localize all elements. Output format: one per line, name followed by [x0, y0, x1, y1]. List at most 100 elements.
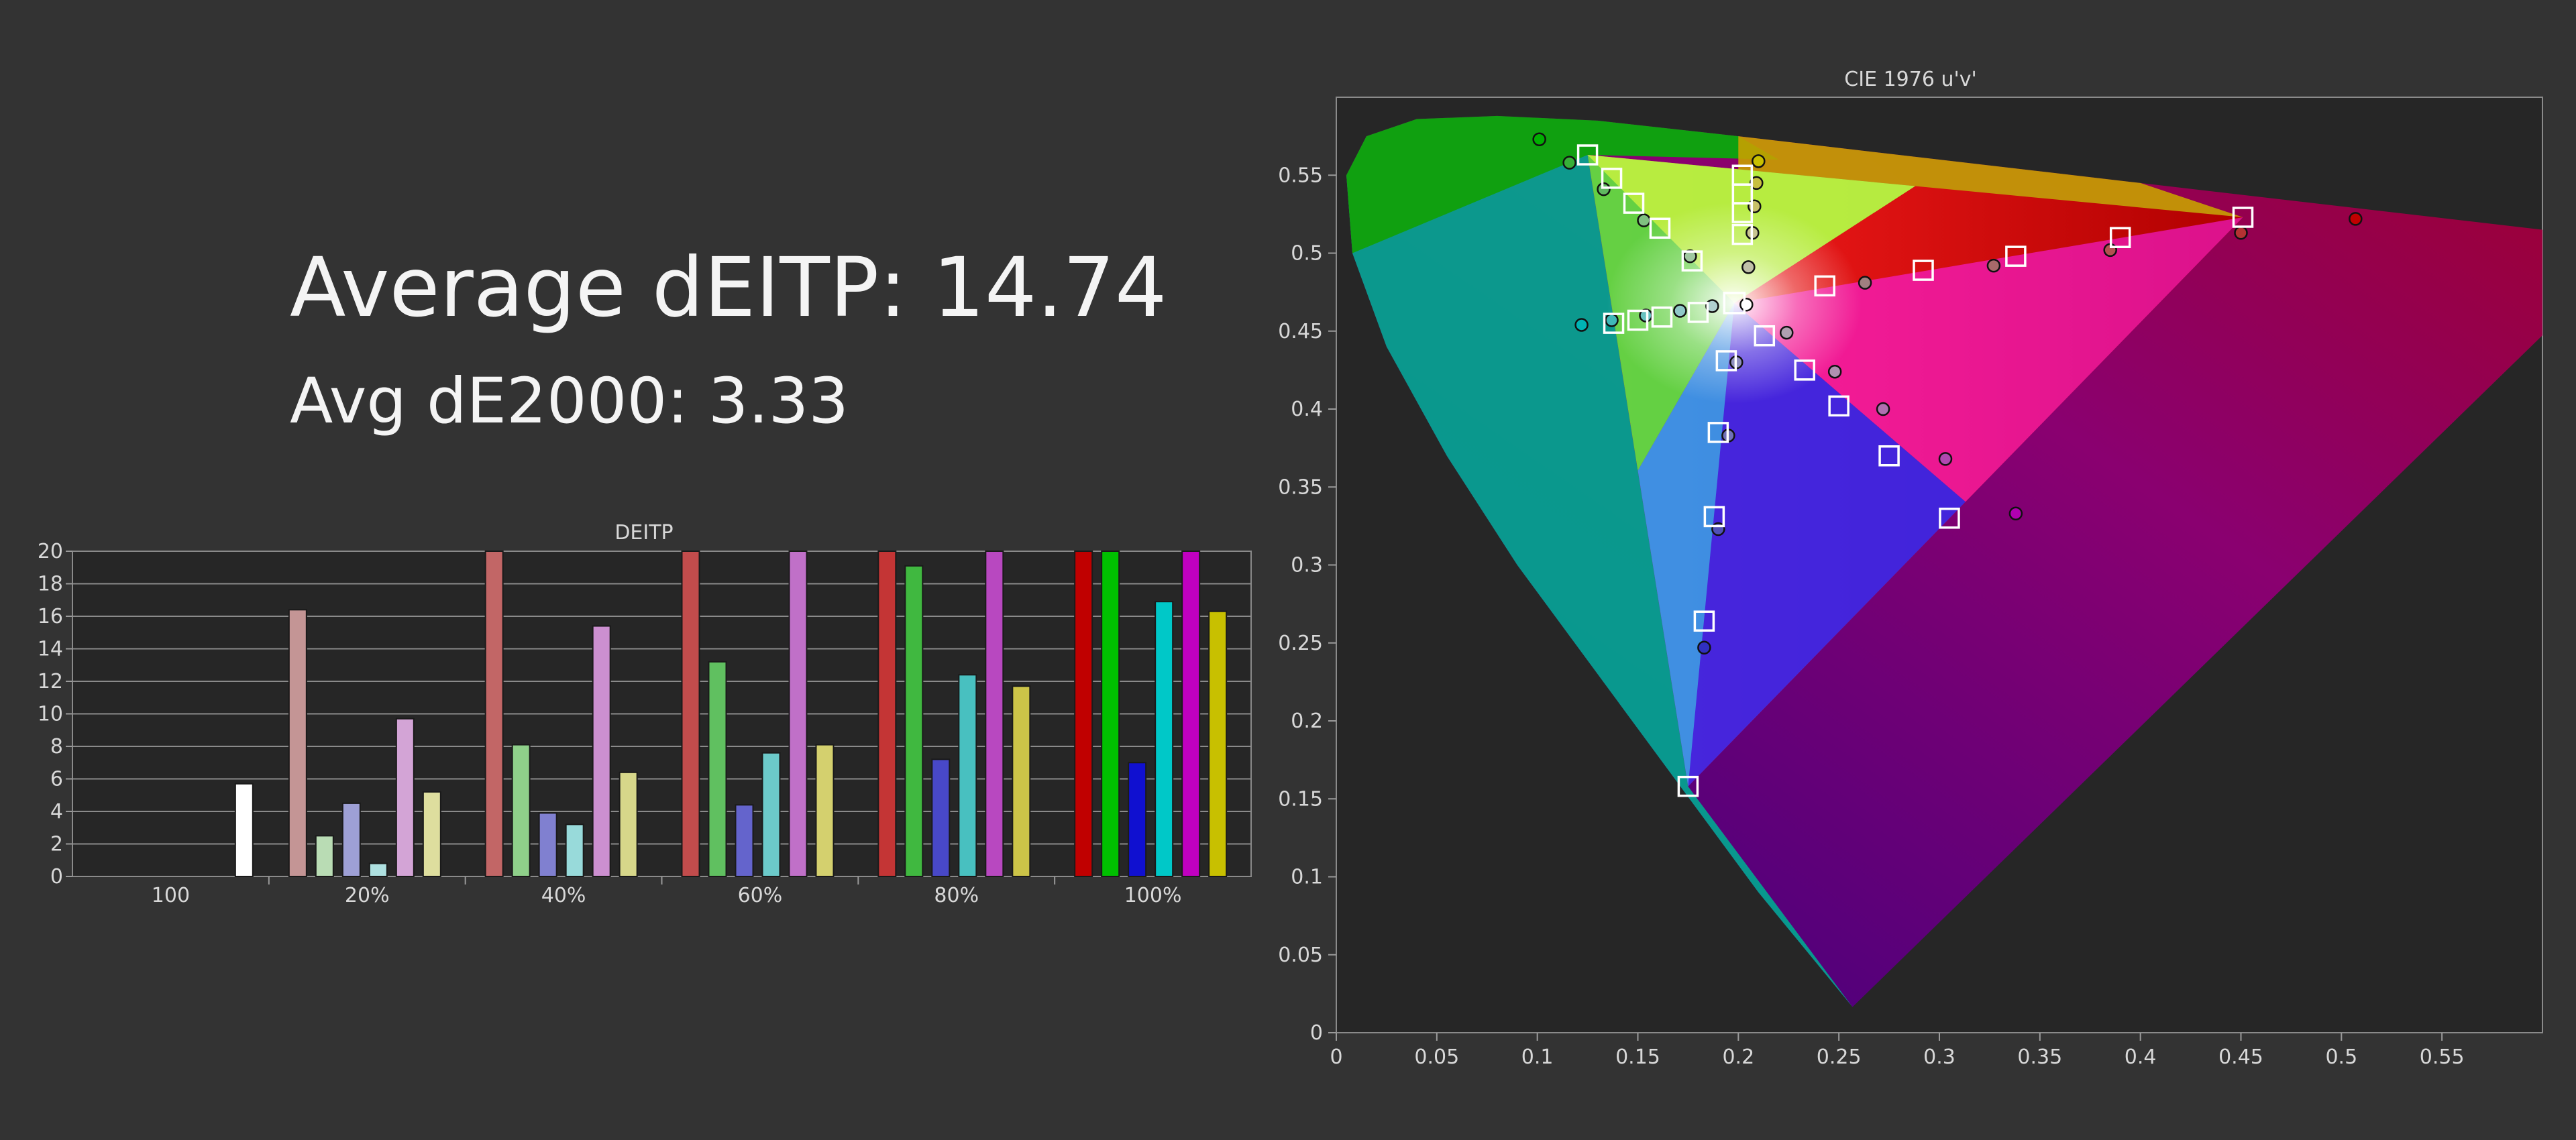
- bar-ytick-label: 20: [38, 540, 63, 563]
- target-marker: [1794, 359, 1815, 381]
- bar-group-label: 100%: [1124, 884, 1182, 907]
- measured-point: [1683, 249, 1697, 264]
- measured-point: [1637, 213, 1651, 227]
- cie-xtick-label: 0: [1330, 1045, 1342, 1069]
- target-marker: [1687, 302, 1709, 323]
- measured-point: [1827, 364, 1842, 379]
- cie-ytick-label: 0.35: [1278, 475, 1323, 499]
- bar: [341, 802, 361, 877]
- measured-point: [2008, 506, 2023, 521]
- target-marker: [1731, 202, 1754, 223]
- target-marker: [2109, 227, 2131, 248]
- bar: [619, 771, 638, 877]
- bar-marks: [234, 551, 1228, 878]
- target-marker: [1814, 275, 1835, 297]
- target-marker: [1681, 250, 1703, 272]
- target-marker: [1623, 192, 1645, 214]
- cie-xtick-label: 0.15: [1615, 1045, 1660, 1069]
- bar-ytick-label: 16: [38, 605, 63, 628]
- average-deitp-label: Average dEITP: 14.74: [290, 240, 1167, 335]
- target-marker: [1576, 144, 1599, 166]
- bar: [511, 744, 531, 878]
- bar: [788, 551, 808, 877]
- bar: [1181, 551, 1201, 877]
- bar: [735, 804, 754, 877]
- bar: [681, 551, 700, 877]
- bar-chart-title: DEITP: [614, 521, 673, 545]
- cie-ytick-label: 0.55: [1278, 164, 1323, 187]
- cie-ytick-label: 0.5: [1291, 242, 1323, 266]
- bar: [958, 674, 977, 878]
- bar-ytick-label: 4: [50, 800, 63, 823]
- bar: [1208, 610, 1228, 877]
- bar: [1012, 685, 1031, 877]
- measured-point: [1697, 640, 1711, 654]
- bar: [985, 551, 1004, 877]
- cie-xtick-label: 0.3: [1923, 1045, 1955, 1069]
- target-marker: [1731, 223, 1754, 245]
- target-marker: [1603, 312, 1625, 334]
- measured-point: [1858, 276, 1872, 290]
- target-marker: [1677, 775, 1699, 797]
- target-marker: [1693, 610, 1715, 632]
- cie-ytick-label: 0.05: [1278, 944, 1323, 967]
- bar: [1074, 551, 1093, 877]
- measured-point: [1605, 313, 1619, 327]
- target-marker: [1715, 350, 1737, 372]
- deitp-bar-chart: 0 2 4 6 8 10 12 14 16 18 20 100 20% 40% 60% 80% 100% DE…: [38, 521, 1252, 907]
- bar: [1101, 551, 1120, 877]
- measured-point: [1562, 156, 1576, 170]
- cie-xtick-label: 0.55: [2420, 1045, 2465, 1069]
- bar: [315, 835, 334, 877]
- target-marker: [2232, 207, 2254, 228]
- measured-point: [1741, 260, 1756, 274]
- target-marker: [1601, 168, 1623, 189]
- cie-axis-ticks: 0 0.05 0.1 0.15 0.2 0.25 0.3 0.35 0.4 0.45 0.5 0.55…: [1278, 164, 2464, 1069]
- cie-ytick-label: 0: [1310, 1021, 1323, 1045]
- bar: [931, 758, 951, 877]
- cie-xtick-label: 0.25: [1817, 1045, 1862, 1069]
- target-marker: [1627, 309, 1649, 331]
- cie-ytick-label: 0.2: [1291, 709, 1323, 733]
- bar-ytick-label: 10: [38, 703, 63, 726]
- cie-ytick-label: 0.15: [1278, 787, 1323, 811]
- measured-point: [1597, 182, 1611, 196]
- cie-ytick-label: 0.25: [1278, 632, 1323, 655]
- cie-ytick-label: 0.45: [1278, 320, 1323, 343]
- bar: [1155, 601, 1174, 878]
- bar-group-label: 20%: [345, 884, 390, 907]
- cie-xtick-label: 0.1: [1521, 1045, 1554, 1069]
- cie-xtick-label: 0.5: [2325, 1045, 2357, 1069]
- target-marker: [1651, 306, 1673, 328]
- bar-ytick-label: 14: [38, 638, 63, 661]
- measured-point: [1574, 318, 1589, 332]
- cie-target-markers: [1576, 144, 2254, 797]
- bar-ytick-label: 18: [38, 573, 63, 596]
- target-marker: [1649, 217, 1671, 239]
- bar-x-labels: 100 20% 40% 60% 80% 100%: [152, 876, 1182, 907]
- average-de2000-label: Avg dE2000: 3.33: [290, 365, 849, 438]
- target-marker: [1703, 506, 1725, 528]
- bar-ytick-label: 12: [38, 670, 63, 693]
- target-marker: [1828, 395, 1849, 417]
- measured-point: [1752, 154, 1766, 168]
- bar-group-label: 100: [152, 884, 190, 907]
- measured-point: [2234, 226, 2248, 240]
- measured-point: [1673, 304, 1687, 318]
- bar: [484, 551, 504, 877]
- bar: [1128, 762, 1147, 877]
- bar-ytick-label: 2: [50, 833, 63, 856]
- bar: [234, 783, 254, 877]
- bar: [538, 812, 557, 877]
- bar-group-label: 40%: [541, 884, 586, 907]
- target-marker: [1939, 508, 1960, 529]
- measured-point: [1750, 176, 1764, 190]
- measured-point: [2349, 212, 2363, 226]
- bar-y-ticks: 0 2 4 6 8 10 12 14 16 18 20: [38, 540, 72, 889]
- measured-point: [1532, 132, 1546, 147]
- measured-point: [1739, 297, 1754, 312]
- bar: [368, 862, 388, 877]
- cie-ytick-label: 0.4: [1291, 398, 1323, 421]
- cie-xtick-label: 0.4: [2125, 1045, 2157, 1069]
- target-marker: [1723, 292, 1746, 315]
